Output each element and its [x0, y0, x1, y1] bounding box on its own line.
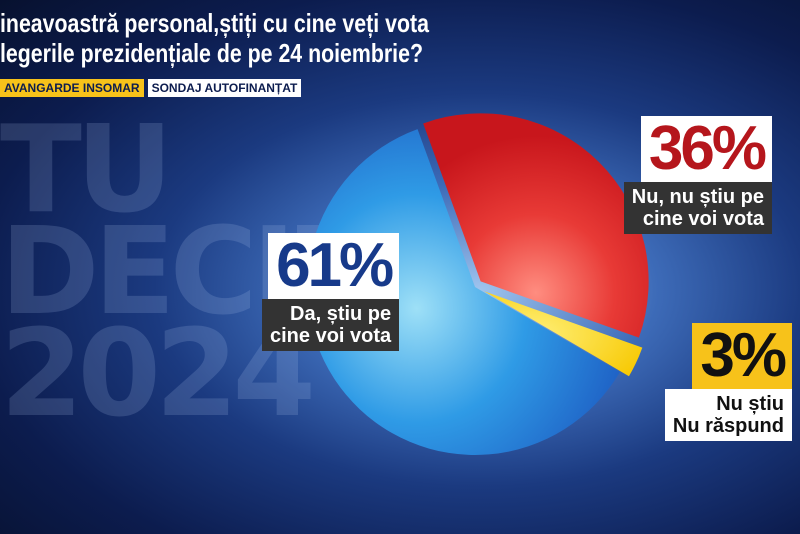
- title-line-2: legerile prezidențiale de pe 24 noiembri…: [0, 38, 423, 68]
- label-yes: 61% Da, știu pe cine voi vota: [262, 233, 400, 351]
- title-line-1: ineavoastră personal,știți cu cine veți …: [0, 8, 429, 38]
- label-yes-text: Da, știu pe cine voi vota: [262, 299, 400, 351]
- label-yes-pct: 61%: [268, 233, 400, 299]
- page-title: ineavoastră personal,știți cu cine veți …: [0, 8, 429, 68]
- pie-slice-dont-know: [484, 291, 643, 377]
- source-tag: AVANGARDE INSOMAR: [0, 79, 144, 97]
- label-no: 36% Nu, nu știu pe cine voi vota: [623, 116, 772, 234]
- tags: AVANGARDE INSOMAR SONDAJ AUTOFINANȚAT: [0, 79, 302, 97]
- pie-slice-yes: [307, 129, 620, 455]
- label-dk-text: Nu știu Nu răspund: [664, 389, 792, 441]
- label-no-text: Nu, nu știu pe cine voi vota: [623, 182, 772, 234]
- funding-tag: SONDAJ AUTOFINANȚAT: [147, 79, 302, 97]
- label-no-pct: 36%: [640, 116, 772, 182]
- label-dk: 3% Nu știu Nu răspund: [664, 323, 792, 441]
- label-dk-pct: 3%: [692, 323, 792, 389]
- pie-slice-no: [423, 113, 649, 338]
